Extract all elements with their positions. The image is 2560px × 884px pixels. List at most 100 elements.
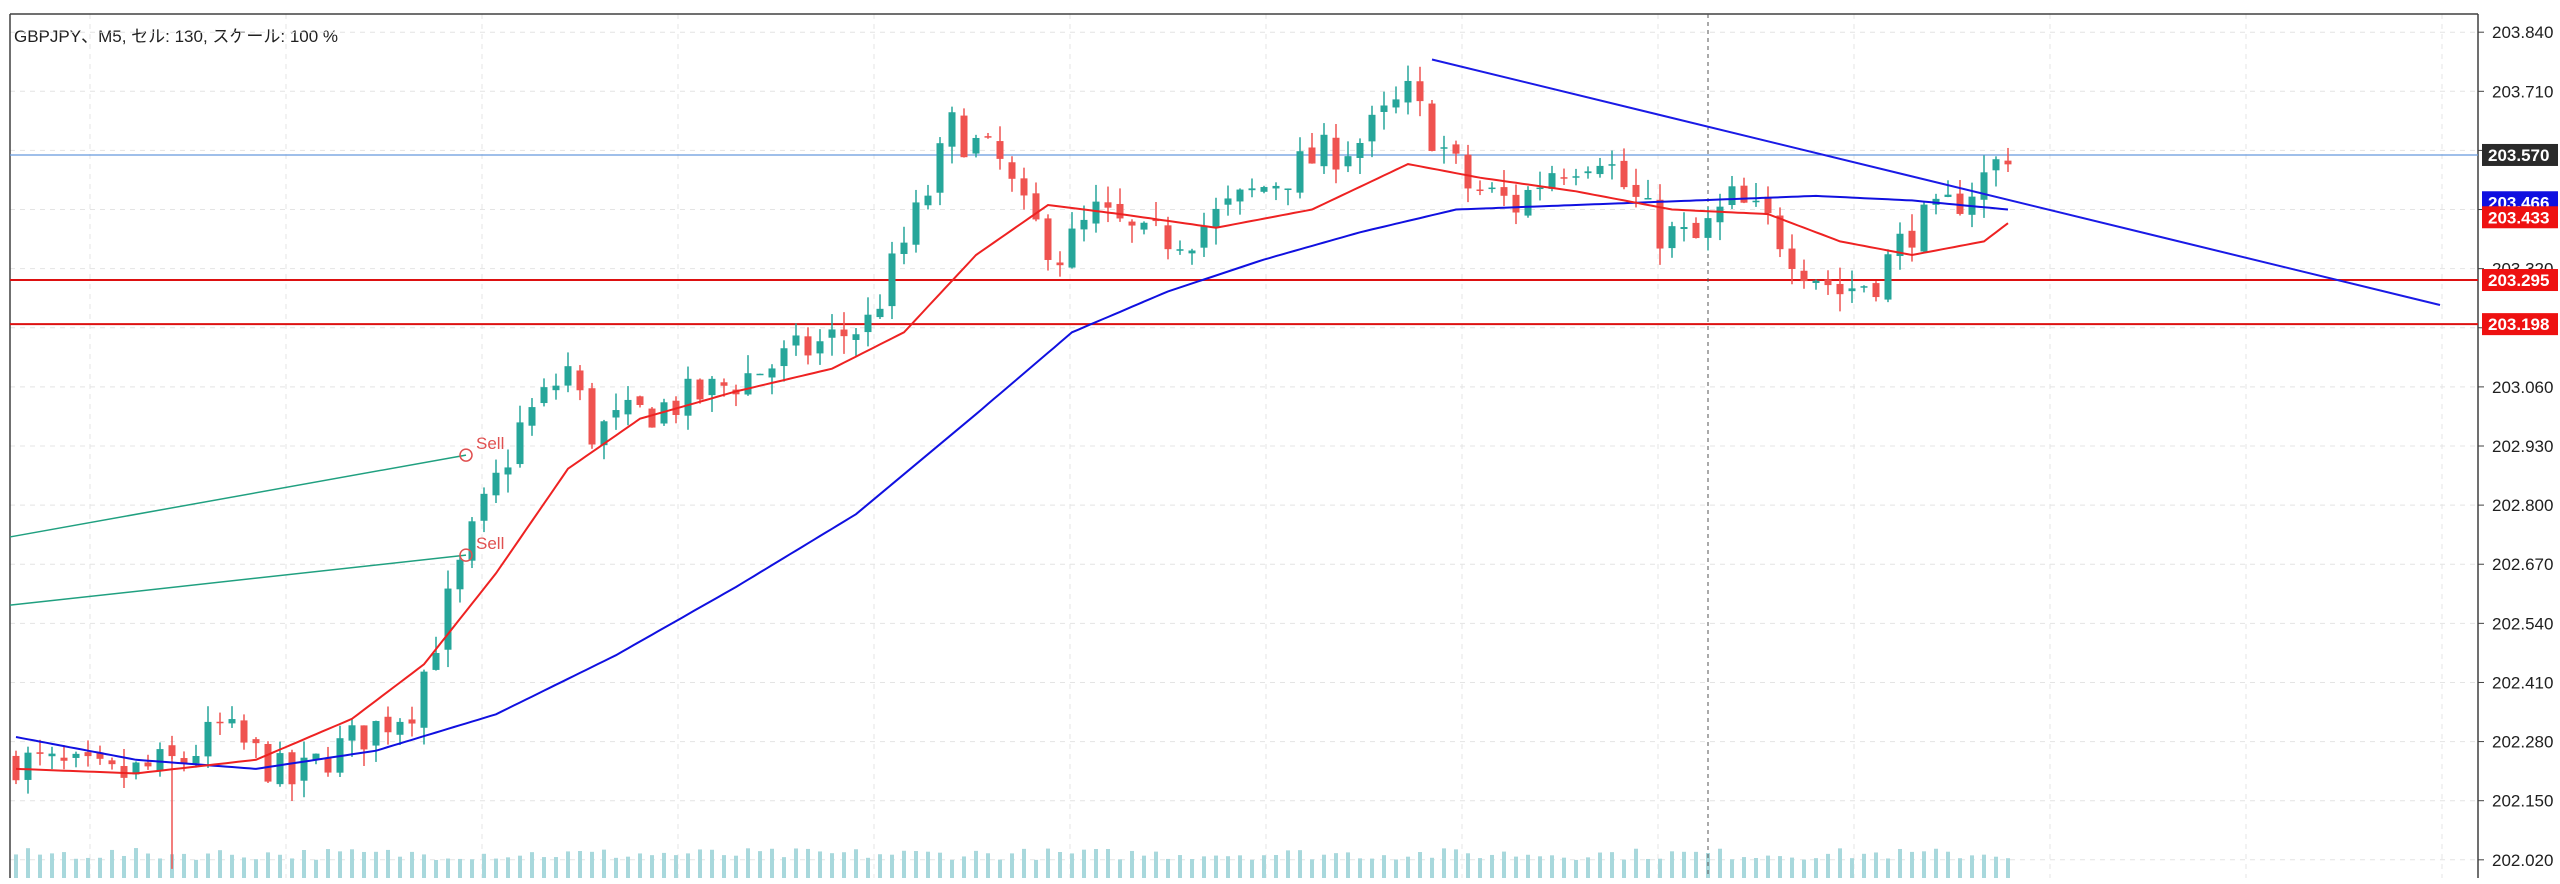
candle-body bbox=[996, 141, 1004, 159]
sell-label: Sell bbox=[476, 434, 504, 453]
candle-body bbox=[36, 752, 44, 754]
candle-body bbox=[840, 329, 848, 337]
volume-bar bbox=[458, 858, 462, 878]
candle-body bbox=[984, 136, 992, 138]
candle-body bbox=[1716, 206, 1724, 223]
candle-body bbox=[1272, 185, 1280, 189]
candle-body bbox=[1344, 156, 1352, 167]
volume-bar bbox=[1382, 855, 1386, 878]
candle-body bbox=[288, 752, 296, 785]
candle-body bbox=[912, 202, 920, 245]
volume-bar bbox=[1118, 859, 1122, 878]
moving-averages bbox=[15, 163, 2009, 775]
candle-body bbox=[876, 308, 884, 318]
price-axis: 203.840203.710203.580203.450203.320203.1… bbox=[2478, 23, 2558, 870]
volume-bar bbox=[1826, 853, 1830, 878]
horizontal-lines[interactable] bbox=[10, 14, 2478, 878]
volume-bar bbox=[1298, 850, 1302, 878]
candle-body bbox=[1356, 142, 1364, 158]
candle-body bbox=[192, 756, 200, 764]
volume-bar bbox=[1982, 854, 1986, 878]
volume-bar bbox=[1418, 852, 1422, 878]
candle-body bbox=[1392, 99, 1400, 108]
candle-body bbox=[1992, 159, 2000, 171]
candle-body bbox=[1152, 219, 1160, 222]
volume-bar bbox=[902, 850, 906, 878]
volume-bar bbox=[110, 849, 114, 878]
candle-body bbox=[1584, 171, 1592, 174]
candle-body bbox=[408, 719, 416, 724]
candle-body bbox=[1008, 162, 1016, 179]
volume-bar bbox=[1310, 859, 1314, 878]
volume-bar bbox=[470, 859, 474, 878]
trendline-layer[interactable] bbox=[1431, 58, 2441, 307]
candle-body bbox=[120, 766, 128, 778]
candle-body bbox=[780, 348, 788, 367]
volume-bar bbox=[746, 848, 750, 878]
volume-bar bbox=[914, 851, 918, 878]
candle-body bbox=[1164, 225, 1172, 250]
volume-bar bbox=[1586, 857, 1590, 878]
candle-body bbox=[1332, 137, 1340, 170]
volume-bar bbox=[1322, 854, 1326, 878]
candle-body bbox=[1284, 188, 1292, 191]
volume-bar bbox=[146, 853, 150, 878]
sell-markers: Sell Sell bbox=[9, 434, 504, 606]
volume-bar bbox=[818, 851, 822, 878]
volume-bar bbox=[194, 859, 198, 878]
candle-body bbox=[216, 721, 224, 724]
volume-bar bbox=[1130, 850, 1134, 878]
volume-bar bbox=[410, 851, 414, 878]
volume-bar bbox=[1082, 849, 1086, 878]
candle-body bbox=[1752, 200, 1760, 203]
candle-body bbox=[1416, 81, 1424, 102]
price-tick-label: 202.280 bbox=[2492, 733, 2553, 752]
volume-bar bbox=[1646, 858, 1650, 878]
volume-bar bbox=[1790, 857, 1794, 878]
volume-bar bbox=[134, 848, 138, 878]
volume-bar bbox=[650, 855, 654, 878]
volume-bar bbox=[770, 848, 774, 878]
price-badge-label: 203.433 bbox=[2488, 208, 2549, 227]
volume-bar bbox=[1022, 848, 1026, 878]
volume-bar bbox=[674, 855, 678, 878]
volume-bar bbox=[734, 855, 738, 878]
candle-body bbox=[1776, 215, 1784, 250]
candle-body bbox=[348, 725, 356, 741]
volume-bar bbox=[1910, 851, 1914, 878]
candle-body bbox=[108, 760, 116, 765]
candle-body bbox=[1536, 187, 1544, 190]
candle-body bbox=[720, 382, 728, 386]
candle-body bbox=[1656, 199, 1664, 249]
candle-body bbox=[1860, 286, 1868, 288]
price-tick-label: 202.540 bbox=[2492, 614, 2553, 633]
price-badge bbox=[2482, 313, 2558, 336]
candle-body bbox=[564, 366, 572, 386]
volume-bar bbox=[1046, 848, 1050, 878]
candle-body bbox=[12, 755, 20, 781]
volume-bar bbox=[494, 858, 498, 878]
ma-slow-line bbox=[15, 194, 2009, 770]
candle-body bbox=[240, 720, 248, 743]
candle-body bbox=[1812, 280, 1820, 283]
candle-body bbox=[708, 378, 716, 396]
candle-body bbox=[888, 253, 896, 307]
candle-body bbox=[1140, 222, 1148, 230]
volume-bar bbox=[482, 853, 486, 878]
volume-bar bbox=[1430, 857, 1434, 878]
volume-bar bbox=[230, 854, 234, 878]
volume-bar bbox=[986, 853, 990, 878]
sell-marker-circle bbox=[459, 548, 473, 562]
candle-body bbox=[1692, 222, 1700, 239]
volume-bar bbox=[950, 859, 954, 878]
volume-bar bbox=[698, 849, 702, 878]
candle-body bbox=[684, 378, 692, 416]
volume-bar bbox=[1250, 859, 1254, 878]
price-tick-label: 202.020 bbox=[2492, 851, 2553, 870]
candle-body bbox=[384, 716, 392, 733]
volume-bar bbox=[1358, 858, 1362, 878]
candle-body bbox=[372, 721, 380, 746]
candle-body bbox=[1092, 201, 1100, 224]
volume-bar bbox=[662, 852, 666, 878]
